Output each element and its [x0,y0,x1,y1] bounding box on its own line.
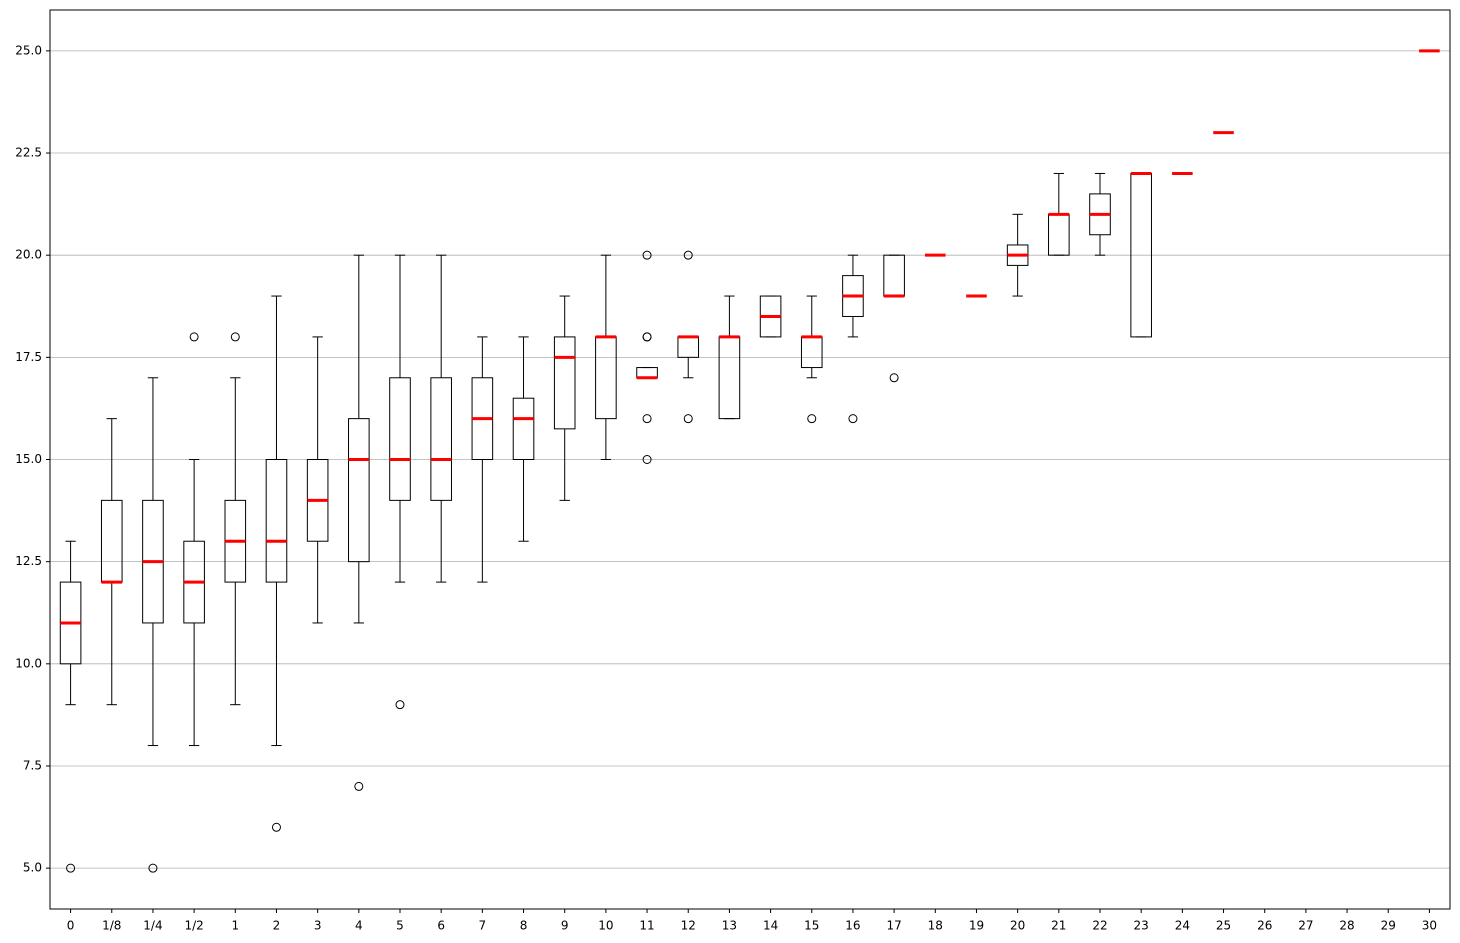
x-tick-label: 28 [1339,919,1354,933]
x-tick-label: 3 [314,919,322,933]
outlier [189,332,199,342]
box [389,377,411,501]
x-tick-label: 19 [969,919,984,933]
outlier [642,250,652,260]
outlier [848,414,858,424]
outlier [395,700,405,710]
box [718,336,741,420]
y-tick-label: 20.0 [15,248,42,262]
outlier [889,373,899,383]
x-tick-label: 8 [520,919,528,933]
x-tick-label: 12 [681,919,696,933]
box [553,336,576,430]
outlier [683,414,693,424]
outlier [148,863,158,873]
y-tick-label: 10.0 [15,656,42,670]
x-tick-label: 2 [273,919,281,933]
box [1048,213,1070,256]
x-tick-label: 7 [479,919,487,933]
x-tick-label: 23 [1134,919,1149,933]
x-tick-label: 13 [722,919,737,933]
x-tick-label: 22 [1092,919,1107,933]
y-tick-label: 22.5 [15,146,42,160]
x-tick-label: 0 [67,919,75,933]
x-tick-label: 21 [1051,919,1066,933]
x-tick-label: 9 [561,919,569,933]
outlier [642,332,652,342]
box [677,336,700,358]
outlier [642,414,652,424]
outlier [642,455,652,464]
x-tick-label: 27 [1298,919,1313,933]
outlier [230,332,240,342]
box [430,377,452,501]
x-tick-label: 10 [598,919,613,933]
box [348,418,370,563]
y-tick-label: 12.5 [15,554,42,568]
outlier [354,781,364,791]
x-tick-label: 4 [355,919,363,933]
outlier [683,250,693,260]
x-tick-label: 1/4 [143,919,162,933]
y-tick-label: 5.0 [23,861,42,875]
x-tick-label: 15 [804,919,819,933]
x-tick-label: 24 [1175,919,1190,933]
x-tick-label: 1/8 [102,919,121,933]
outlier [66,863,76,873]
x-tick-label: 1 [231,919,239,933]
outlier [807,414,817,424]
x-tick-label: 5 [396,919,404,933]
box [800,336,823,369]
plot-frame [49,9,1451,910]
x-tick-label: 20 [1010,919,1025,933]
box [512,397,535,461]
box [100,499,123,583]
box [595,336,617,420]
y-tick-label: 25.0 [15,43,42,57]
box [883,254,905,297]
x-tick-label: 29 [1381,919,1396,933]
box [636,367,658,379]
x-tick-label: 11 [639,919,654,933]
y-tick-label: 17.5 [15,350,42,364]
x-tick-label: 16 [845,919,860,933]
y-tick-label: 15.0 [15,452,42,466]
y-tick-label: 7.5 [23,758,42,772]
box [265,459,288,583]
x-tick-label: 1/2 [184,919,203,933]
x-tick-label: 18 [928,919,943,933]
x-tick-label: 30 [1422,919,1437,933]
x-tick-label: 6 [437,919,445,933]
x-tick-label: 14 [763,919,778,933]
outlier [271,822,281,832]
x-tick-label: 26 [1257,919,1272,933]
x-tick-label: 25 [1216,919,1231,933]
x-tick-label: 17 [886,919,901,933]
